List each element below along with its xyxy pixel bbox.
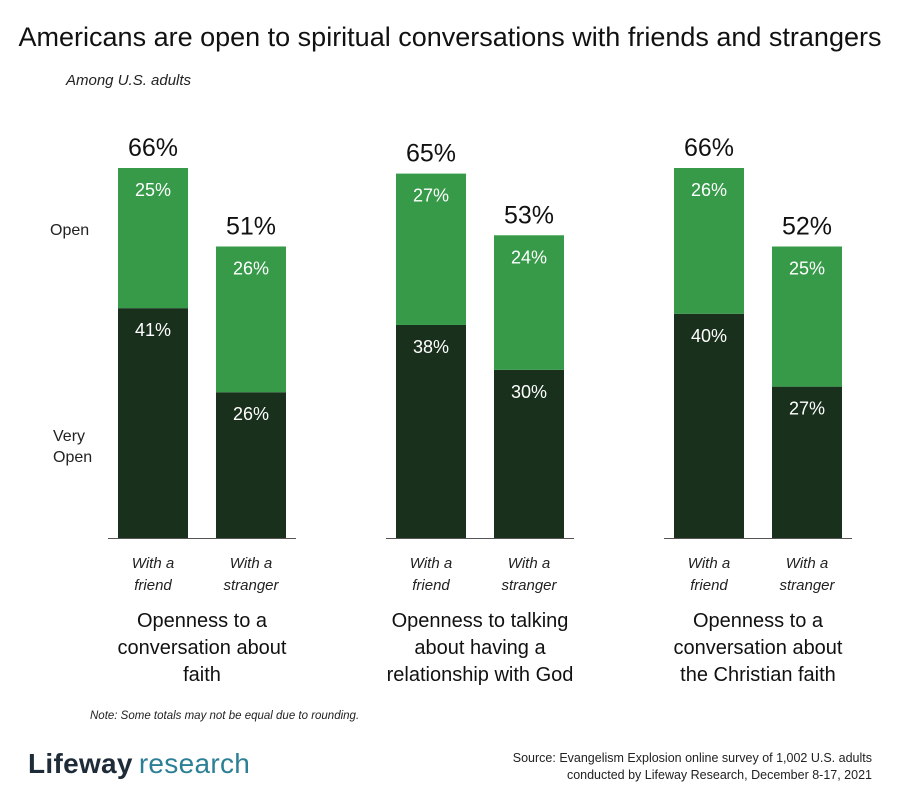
source-line-2: conducted by Lifeway Research, December … <box>566 768 872 782</box>
bar-category-label-line1: With a <box>410 555 452 572</box>
bar-category-label-line2: friend <box>412 577 450 594</box>
bar-very-open <box>216 392 286 538</box>
group-title-line: faith <box>183 664 221 686</box>
bar-open <box>396 173 466 325</box>
bar-label-very-open: 27% <box>789 399 825 419</box>
bar-category-label-line2: stranger <box>501 577 557 594</box>
bar-category-label-line1: With a <box>786 555 828 572</box>
bar-label-very-open: 30% <box>511 382 547 402</box>
legend-label-open: Open <box>50 222 90 239</box>
legend-label-very-open-line2: Open <box>53 449 93 466</box>
rounding-note: Note: Some totals may not be equal due t… <box>90 710 360 722</box>
bar-label-very-open: 41% <box>135 320 171 340</box>
bar-open <box>118 168 188 309</box>
bar-category-label-line1: With a <box>230 555 272 572</box>
group-title-line: conversation about <box>673 637 842 659</box>
bar-category-label-line1: With a <box>508 555 550 572</box>
group-title-line: the Christian faith <box>680 664 836 686</box>
chart-title: Americans are open to spiritual conversa… <box>18 22 882 52</box>
bar-category-label-line2: stranger <box>223 577 279 594</box>
bar-very-open <box>674 313 744 538</box>
legend-label-very-open-line1: Very <box>53 428 86 445</box>
bar-very-open <box>494 369 564 538</box>
bar-open <box>494 235 564 370</box>
bar-open <box>216 246 286 393</box>
bar-total-label: 51% <box>226 212 276 240</box>
group-title-line: relationship with God <box>387 664 574 686</box>
bar-total-label: 66% <box>128 134 178 162</box>
group-title-line: about having a <box>414 637 546 659</box>
bar-label-open: 26% <box>691 180 727 200</box>
source-text: Source: Evangelism Explosion online surv… <box>352 750 872 784</box>
bar-total-label: 52% <box>782 212 832 240</box>
group-title-line: Openness to a <box>137 610 268 632</box>
bar-very-open <box>118 308 188 538</box>
bar-category-label-line2: stranger <box>779 577 835 594</box>
group-title-line: conversation about <box>117 637 286 659</box>
bar-category-label-line2: friend <box>134 577 172 594</box>
source-line-1: Source: Evangelism Explosion online surv… <box>512 751 872 765</box>
bar-very-open <box>772 386 842 538</box>
chart-subtitle: Among U.S. adults <box>66 72 192 89</box>
bar-label-open: 25% <box>135 180 171 200</box>
bar-label-very-open: 38% <box>413 337 449 357</box>
bar-category-label-line1: With a <box>688 555 730 572</box>
logo-word-lifeway: Lifeway <box>28 748 133 779</box>
bar-label-open: 24% <box>511 247 547 267</box>
bar-total-label: 65% <box>406 140 456 168</box>
bar-total-label: 53% <box>504 201 554 229</box>
bar-open <box>772 246 842 387</box>
stacked-bar-chart: 41% 25% 66% With a friend 26% 26% 51% With a stra… <box>108 134 852 686</box>
group-title-line: Openness to a <box>693 610 824 632</box>
lifeway-research-logo: Lifeway research <box>28 748 250 780</box>
bar-open <box>674 168 744 314</box>
group-title-line: Openness to talking <box>392 610 569 632</box>
bar-label-very-open: 40% <box>691 326 727 346</box>
bar-label-open: 26% <box>233 258 269 278</box>
bar-label-open: 25% <box>789 258 825 278</box>
bar-label-very-open: 26% <box>233 404 269 424</box>
bar-category-label-line1: With a <box>132 555 174 572</box>
bar-very-open <box>396 324 466 538</box>
bar-category-label-line2: friend <box>690 577 728 594</box>
logo-word-research: research <box>138 748 251 779</box>
bar-label-open: 27% <box>413 186 449 206</box>
legend-label-very-open: Very Open <box>53 426 92 468</box>
bar-total-label: 66% <box>684 134 734 162</box>
